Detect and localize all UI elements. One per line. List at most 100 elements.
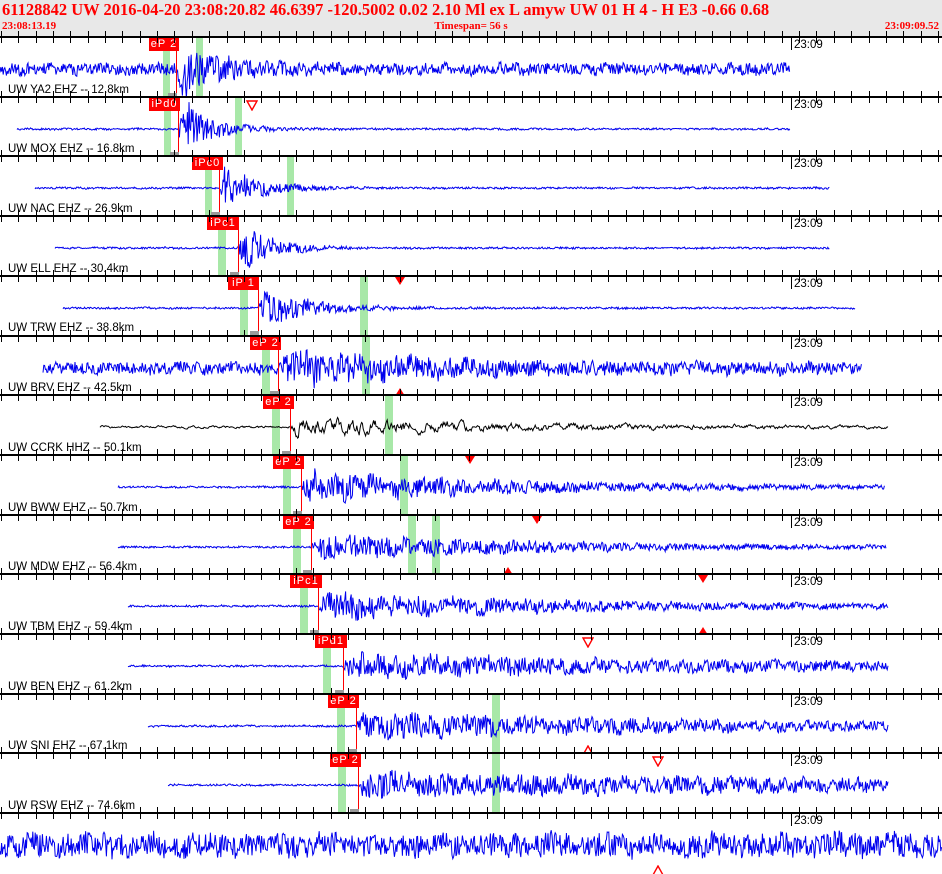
pick-handle[interactable] (282, 450, 291, 456)
phase-pick-label[interactable]: eP 2 (273, 455, 304, 469)
time-tick-mark (209, 150, 210, 163)
phase-pick-label[interactable]: iPc0 (192, 157, 223, 171)
time-tick-mark (816, 747, 817, 760)
pick-handle[interactable] (348, 749, 357, 755)
time-tick-mark (504, 568, 505, 581)
coda-marker-down-icon[interactable] (465, 455, 475, 464)
coda-marker-up-icon[interactable] (582, 743, 594, 755)
coda-marker-down-icon[interactable] (651, 754, 665, 772)
time-tick-mark (834, 150, 835, 163)
coda-marker-down-icon[interactable] (245, 98, 259, 116)
coda-marker-up-icon[interactable] (698, 626, 708, 635)
pick-handle[interactable] (250, 331, 259, 337)
station-row[interactable]: eP 2 UW BWW EHZ -- 50.7km 23:09 (0, 455, 942, 516)
phase-pick-line[interactable] (290, 396, 291, 456)
time-tick-mark (938, 31, 939, 43)
phase-pick-line[interactable] (258, 276, 259, 337)
time-tick-mark (678, 747, 679, 760)
minute-tick-mark (791, 515, 792, 528)
pick-handle[interactable] (303, 570, 312, 576)
pick-handle[interactable] (335, 689, 344, 695)
minute-time-label: 23:09 (794, 397, 823, 410)
phase-pick-line[interactable] (343, 635, 344, 695)
time-tick-mark (903, 448, 904, 461)
time-tick-mark (487, 329, 488, 342)
minute-time-label: 23:09 (794, 218, 823, 231)
row-separator (0, 215, 942, 218)
phase-pick-label[interactable]: iPc1 (207, 217, 239, 231)
pick-handle[interactable] (350, 809, 359, 815)
station-row[interactable]: iPd1 UW BEN EHZ -- 61.2km 23:09 (0, 635, 942, 695)
time-tick-mark (18, 687, 19, 700)
coda-marker-down-icon[interactable] (581, 635, 595, 653)
time-tick-mark (435, 747, 436, 760)
station-row[interactable]: eP 2 UW CCRK HHZ -- 50.1km 23:09 (0, 396, 942, 456)
phase-pick-label[interactable]: eP 2 (283, 515, 314, 529)
time-tick-mark (903, 747, 904, 760)
pick-handle[interactable] (211, 212, 220, 218)
phase-pick-line[interactable] (238, 217, 239, 277)
coda-marker-down-icon[interactable] (532, 515, 542, 524)
station-row[interactable]: iPc1 UW ELL EHZ -- 30.4km 23:09 (0, 217, 942, 277)
time-tick-mark (88, 807, 89, 820)
phase-pick-line[interactable] (356, 694, 357, 755)
time-tick-mark (244, 508, 245, 521)
phase-pick-label[interactable]: iPd1 (315, 635, 347, 648)
seismic-trace (0, 52, 791, 98)
coda-marker-down-icon[interactable] (698, 575, 708, 584)
station-row[interactable]: eP 2 UW RSW EHZ -- 74.6km 23:09 (0, 754, 942, 815)
pick-handle[interactable] (230, 271, 239, 277)
phase-pick-line[interactable] (311, 515, 312, 576)
time-tick-mark (174, 150, 175, 163)
phase-pick-label[interactable]: eP 2 (263, 396, 294, 410)
station-row[interactable]: iP 1 UW TRW EHZ -- 38.8km 23:09 (0, 276, 942, 337)
station-row[interactable]: iPc0 UW NAC EHZ -- 26.9km 23:09 (0, 157, 942, 218)
time-tick-mark (834, 329, 835, 342)
phase-pick-line[interactable] (219, 157, 220, 218)
phase-pick-label[interactable]: iPc1 (290, 575, 322, 589)
time-tick-mark (782, 508, 783, 521)
time-tick-mark (18, 269, 19, 282)
minute-time-label: 23:09 (794, 98, 823, 111)
phase-pick-line[interactable] (358, 754, 359, 815)
time-tick-mark (383, 508, 384, 521)
station-row[interactable]: eP 2 UW YA2 EHZ -- 12.8km 23:09 (0, 38, 942, 98)
phase-pick-line[interactable] (176, 38, 177, 98)
phase-pick-line[interactable] (178, 97, 179, 158)
time-tick-mark (851, 329, 852, 342)
pick-handle[interactable] (310, 629, 319, 635)
time-tick-mark (70, 687, 71, 700)
time-tick-mark (88, 448, 89, 461)
pick-handle[interactable] (270, 391, 279, 397)
channel-label: UW CCRK HHZ -- 50.1km (8, 441, 142, 454)
pick-handle[interactable] (168, 92, 177, 98)
time-tick-mark (18, 90, 19, 103)
station-row[interactable]: iPc1 UW TBM EHZ -- 59.4km 23:09 (0, 575, 942, 635)
station-row[interactable]: iPd0 UW MOX EHZ -- 16.8km 23:09 (0, 97, 942, 158)
station-row[interactable]: eP 2 UW BRV EHZ -- 42.5km 23:09 (0, 336, 942, 397)
phase-pick-label[interactable]: iPd0 (149, 97, 180, 111)
time-tick-mark (730, 329, 731, 342)
phase-pick-line[interactable] (301, 455, 302, 516)
phase-pick-label[interactable]: eP 2 (328, 694, 359, 708)
coda-marker-up-icon[interactable] (503, 567, 513, 576)
phase-pick-line[interactable] (278, 336, 279, 397)
time-tick-mark (608, 389, 609, 402)
coda-marker-up-icon[interactable] (652, 863, 664, 874)
phase-pick-label[interactable]: eP 2 (330, 754, 361, 768)
time-tick-mark (140, 568, 141, 581)
station-row[interactable]: eP 2 UW SNI EHZ -- 67.1km 23:09 (0, 694, 942, 755)
time-tick-mark (70, 269, 71, 282)
station-row[interactable]: 23:09 (0, 814, 942, 874)
phase-pick-label[interactable]: eP 2 (250, 336, 281, 350)
station-row[interactable]: eP 2 UW MDW EHZ -- 56.4km 23:09 (0, 515, 942, 576)
phase-pick-line[interactable] (318, 575, 319, 635)
time-tick-mark (435, 269, 436, 282)
waveform-plot-area[interactable]: eP 2 UW YA2 EHZ -- 12.8km 23:09 iPd0 UW MOX … (0, 31, 942, 874)
pick-handle[interactable] (293, 510, 302, 516)
minute-tick-mark (791, 157, 792, 170)
minute-tick-mark (791, 276, 792, 289)
time-tick-mark (799, 269, 800, 282)
time-tick-mark (469, 389, 470, 402)
phase-pick-label[interactable]: iP 1 (228, 276, 259, 290)
